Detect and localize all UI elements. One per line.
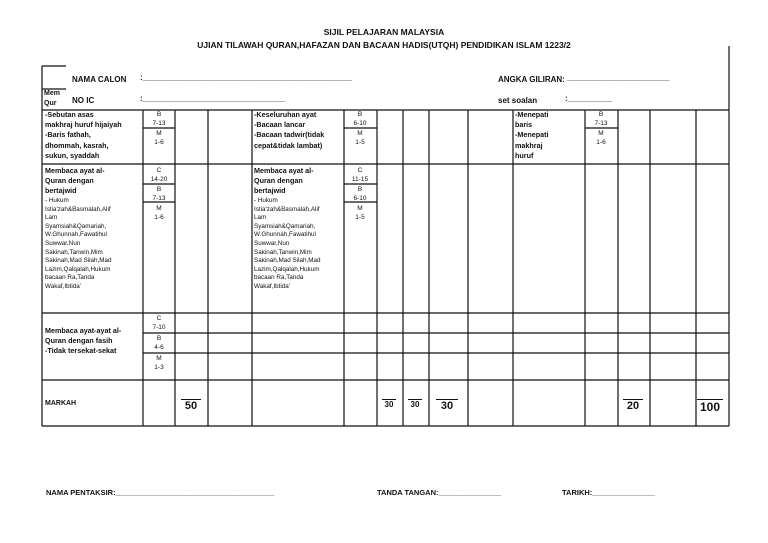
grade-b: B 6-10	[353, 186, 367, 202]
exam-subtitle: UJIAN TILAWAH QURAN,HAFAZAN DAN BACAAN H…	[197, 40, 571, 50]
exam-title: SIJIL PELAJARAN MALAYSIA	[323, 27, 445, 37]
markah-max-30: 30	[408, 399, 422, 409]
criteria-baris: -Menepati baris -Menepati makhraj huruf	[515, 110, 549, 160]
criteria-makhraj: -Sebutan asas makhraj huruf hijaiyah -Ba…	[45, 110, 122, 160]
grade-c: C 11-15	[351, 167, 369, 183]
nama-calon-label: NAMA CALON	[72, 75, 127, 84]
set-soalan-field[interactable]: :__________	[565, 94, 613, 103]
set-soalan-label: set soalan	[498, 96, 538, 105]
grade-m: M 1-6	[154, 130, 164, 146]
grade-m: M 1-3	[154, 355, 164, 371]
angka-giliran-field[interactable]: _______________________	[567, 73, 670, 82]
grade-b: B 7-13	[594, 111, 608, 127]
truncated-heading: Mem Qur	[44, 90, 60, 107]
tanda-tangan-field[interactable]: TANDA TANGAN:_______________	[377, 488, 502, 497]
grade-c: C 7-10	[152, 315, 166, 331]
grade-b: B 7-13	[152, 186, 166, 202]
nama-calon-field[interactable]: :_______________________________________…	[140, 73, 352, 82]
criteria-tajwid-details-2: - Hukum Istia'zah&Basmalah,Alif Lam Syam…	[254, 197, 321, 290]
markah-max-30: 30	[382, 399, 396, 409]
grade-b: B 6-10	[353, 111, 367, 127]
grade-m: M 1-6	[154, 205, 164, 221]
grade-b: B 4-6	[154, 335, 164, 351]
markah-label: MARKAH	[45, 400, 77, 407]
angka-giliran-label: ANGKA GILIRAN:	[498, 75, 565, 84]
criteria-tajwid-heading-2: Membaca ayat al- Quran dengan bertajwid	[254, 166, 314, 196]
no-ic-label: NO IC	[72, 96, 95, 105]
criteria-kelancaran: -Keseluruhan ayat -Bacaan lancar -Bacaan…	[254, 110, 325, 150]
grade-m: M 1-5	[355, 130, 365, 146]
grade-m: M 1-6	[596, 130, 606, 146]
grade-m: M 1-5	[355, 205, 365, 221]
criteria-fasih: Membaca ayat-ayat al- Quran dengan fasih…	[45, 326, 122, 356]
markah-max-30: 30	[436, 399, 458, 412]
criteria-tajwid-details: - Hukum Istia'zah&Basmalah,Alif Lam Syam…	[45, 197, 112, 290]
grade-b: B 7-13	[152, 111, 166, 127]
markah-max-50: 50	[181, 399, 201, 412]
tarikh-field[interactable]: TARIKH:_______________	[562, 488, 655, 497]
criteria-tajwid-heading: Membaca ayat al- Quran dengan bertajwid	[45, 166, 105, 196]
no-ic-field[interactable]: :________________________________	[140, 94, 286, 103]
nama-pentaksir-field[interactable]: NAMA PENTAKSIR:_________________________…	[46, 488, 275, 497]
markah-max-20: 20	[623, 399, 643, 412]
grade-c: C 14-20	[150, 167, 168, 183]
markah-total-100: 100	[697, 399, 723, 414]
